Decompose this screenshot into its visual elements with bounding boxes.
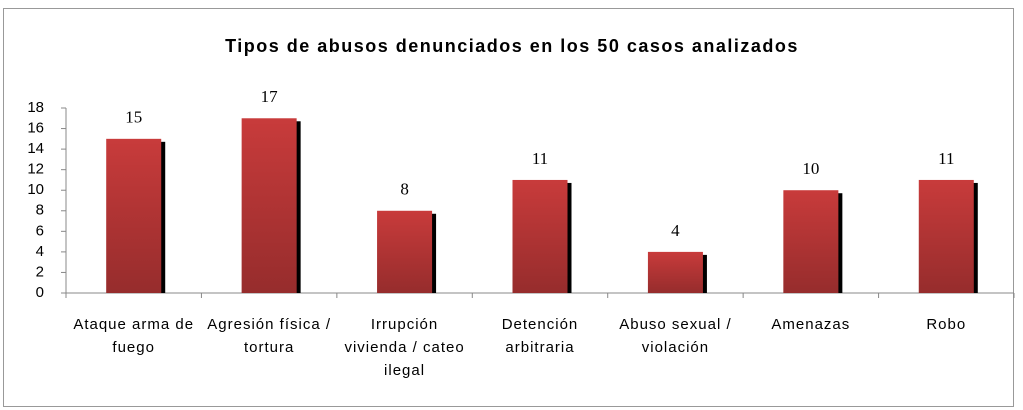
value-label: 8 [400, 180, 409, 199]
y-tick-label: 8 [36, 202, 44, 219]
value-label: 4 [671, 221, 680, 240]
value-label: 10 [802, 159, 819, 178]
value-label: 15 [125, 108, 142, 127]
value-label: 17 [261, 87, 279, 106]
bar-shade [377, 210, 433, 293]
y-tick-label: 0 [36, 284, 44, 301]
y-tick-label: 12 [27, 161, 44, 178]
y-tick-label: 10 [27, 181, 44, 198]
x-tick-label: Ataque arma de fuego [73, 316, 195, 356]
chart-border [3, 8, 1014, 407]
y-tick-label: 16 [27, 120, 44, 137]
bar-shade [647, 251, 703, 293]
bar-shade [241, 118, 297, 294]
y-tick-label: 4 [36, 243, 44, 260]
y-tick-label: 2 [36, 263, 44, 280]
bar-shade [783, 190, 839, 293]
x-tick-label: Agresión física / tortura [207, 316, 331, 356]
x-tick-label: Irrupción vivienda / cateo ilegal [344, 316, 465, 379]
value-label: 11 [938, 149, 954, 168]
x-tick-label: Amenazas [771, 316, 851, 333]
y-tick-label: 6 [36, 222, 44, 239]
x-tick-label: Detención arbitraria [501, 316, 579, 356]
x-tick-label: Robo [926, 316, 967, 333]
value-label: 11 [532, 149, 548, 168]
x-tick-label: Abuso sexual / violación [619, 316, 732, 356]
chart-title: Tipos de abusos denunciados en los 50 ca… [225, 36, 799, 56]
y-tick-label: 14 [27, 140, 44, 157]
bar-shade [918, 179, 974, 293]
bar-shade [106, 138, 162, 293]
bar-shade [512, 179, 568, 293]
y-tick-label: 18 [27, 99, 44, 116]
